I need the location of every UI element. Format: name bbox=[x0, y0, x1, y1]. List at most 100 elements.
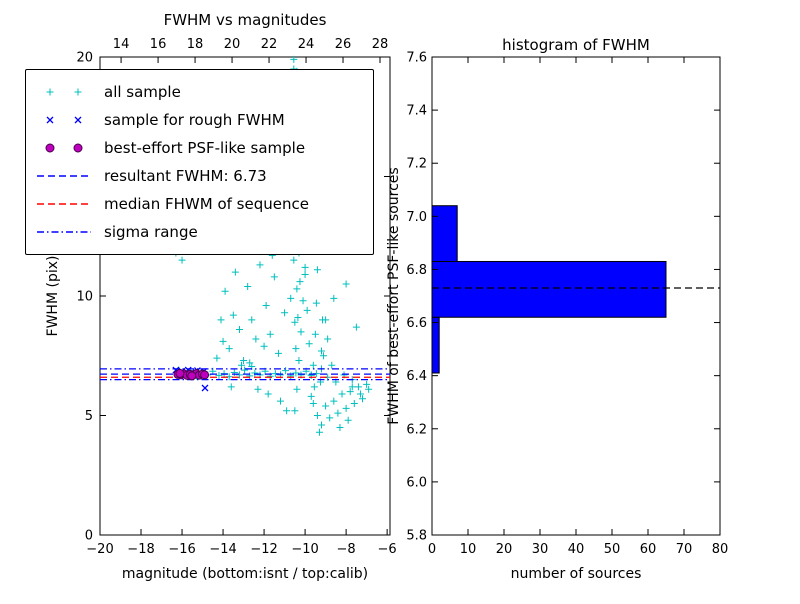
tick-label: 6.0 bbox=[406, 475, 427, 490]
all-sample-point bbox=[246, 359, 254, 367]
legend-label: sample for rough FWHM bbox=[104, 111, 285, 129]
all-sample-point bbox=[235, 371, 243, 379]
all-sample-point bbox=[246, 372, 254, 380]
all-sample-point bbox=[221, 287, 229, 295]
tick-label: 20 bbox=[224, 37, 241, 52]
all-sample-point bbox=[287, 294, 295, 302]
all-sample-point bbox=[309, 361, 317, 369]
tick-label: 22 bbox=[261, 37, 278, 52]
tick-label: 7.6 bbox=[406, 51, 427, 66]
all-sample-point bbox=[254, 385, 262, 393]
tick-label: −16 bbox=[168, 542, 195, 557]
legend-marker-glyph bbox=[45, 143, 55, 153]
all-sample-point bbox=[213, 354, 221, 362]
all-sample-point bbox=[291, 407, 299, 415]
histogram-plot: histogram of FWHM 0 10 20 30 40 50 60 70 80 5.8 6.… bbox=[386, 36, 728, 582]
tick-label: 6.2 bbox=[406, 422, 427, 437]
all-sample-point bbox=[322, 402, 330, 410]
tick-label: 7.2 bbox=[406, 157, 427, 172]
legend-label: all sample bbox=[104, 83, 181, 101]
tick-label: 0 bbox=[428, 542, 436, 557]
all-sample-point bbox=[303, 306, 311, 314]
legend: all sample sample for rough FWHM best-effo… bbox=[25, 69, 374, 255]
psf-like-point bbox=[187, 371, 197, 381]
all-sample-point bbox=[251, 369, 259, 377]
all-sample-point bbox=[274, 349, 282, 357]
all-sample-point bbox=[315, 428, 323, 436]
all-sample-point bbox=[235, 325, 243, 333]
all-sample-point bbox=[276, 397, 284, 405]
tick-label: 50 bbox=[604, 542, 621, 557]
all-sample-point bbox=[240, 357, 248, 365]
histogram-bars bbox=[431, 205, 720, 374]
all-sample-point bbox=[344, 416, 352, 424]
all-sample-point bbox=[348, 383, 356, 391]
scatter-xlabel: magnitude (bottom:isnt / top:calib) bbox=[122, 566, 368, 582]
all-sample-point bbox=[317, 421, 325, 429]
all-sample-point bbox=[178, 256, 186, 264]
all-sample-point bbox=[301, 263, 309, 271]
hist-bar bbox=[431, 316, 440, 374]
all-sample-point bbox=[297, 328, 305, 336]
all-sample-point bbox=[229, 311, 237, 319]
tick-label: −10 bbox=[291, 542, 318, 557]
legend-item: best-effort PSF-like sample bbox=[34, 134, 365, 162]
all-sample-point bbox=[365, 385, 373, 393]
tick-label: 14 bbox=[113, 37, 130, 52]
all-sample-point bbox=[231, 268, 239, 276]
all-sample-point bbox=[334, 409, 342, 417]
hist-bar bbox=[431, 205, 458, 262]
tick-label: −8 bbox=[337, 542, 356, 557]
all-sample-point bbox=[312, 299, 320, 307]
all-sample-point bbox=[317, 347, 325, 355]
tick-label: 24 bbox=[298, 37, 315, 52]
tick-label: 80 bbox=[712, 542, 729, 557]
all-sample-point bbox=[356, 390, 364, 398]
legend-marker-glyph bbox=[74, 116, 82, 124]
legend-label: resultant FWHM: 6.73 bbox=[104, 167, 267, 185]
tick-label: −6 bbox=[378, 542, 397, 557]
tick-label: 7.0 bbox=[406, 210, 427, 225]
tick-label: −18 bbox=[127, 542, 154, 557]
all-sample-point bbox=[295, 357, 303, 365]
all-sample-point bbox=[305, 340, 313, 348]
all-sample-point bbox=[328, 361, 336, 369]
all-sample-point bbox=[256, 261, 264, 269]
dashed-legend-marker bbox=[37, 175, 91, 177]
all-sample-point bbox=[350, 400, 358, 408]
all-sample-point bbox=[293, 385, 301, 393]
tick-label: 10 bbox=[460, 542, 477, 557]
psf-like-point bbox=[175, 368, 185, 378]
legend-label: median FHWM of sequence bbox=[104, 195, 309, 213]
all-sample-point bbox=[225, 345, 233, 353]
psf-like-point bbox=[200, 370, 210, 380]
tick-label: 18 bbox=[187, 37, 204, 52]
all-sample-point bbox=[326, 414, 334, 422]
all-sample-point bbox=[309, 400, 317, 408]
legend-item: resultant FWHM: 6.73 bbox=[34, 162, 365, 190]
hist-bar bbox=[431, 260, 667, 318]
plus-legend-marker bbox=[46, 88, 82, 96]
all-sample-point bbox=[290, 55, 298, 63]
all-sample-point bbox=[352, 323, 360, 331]
all-sample-point bbox=[346, 388, 354, 396]
scatter-ylabel: FWHM (pix) bbox=[45, 256, 61, 337]
all-sample-point bbox=[313, 266, 321, 274]
all-sample-point bbox=[287, 372, 295, 380]
histogram-title: histogram of FWHM bbox=[502, 36, 650, 54]
all-sample-point bbox=[330, 397, 338, 405]
all-sample-point bbox=[342, 404, 350, 412]
legend-marker-glyph bbox=[73, 143, 83, 153]
legend-item: all sample bbox=[34, 78, 365, 106]
legend-item: sigma range bbox=[34, 218, 365, 246]
legend-label: best-effort PSF-like sample bbox=[104, 139, 306, 157]
tick-label: 6.8 bbox=[406, 263, 427, 278]
rough-fwhm-point bbox=[201, 384, 209, 392]
all-sample-point bbox=[281, 309, 289, 317]
tick-label: 7.4 bbox=[406, 104, 427, 119]
all-sample-point bbox=[227, 383, 235, 391]
tick-label: −14 bbox=[209, 542, 236, 557]
legend-item: median FHWM of sequence bbox=[34, 190, 365, 218]
all-sample-point bbox=[336, 423, 344, 431]
all-sample-point bbox=[311, 330, 319, 338]
